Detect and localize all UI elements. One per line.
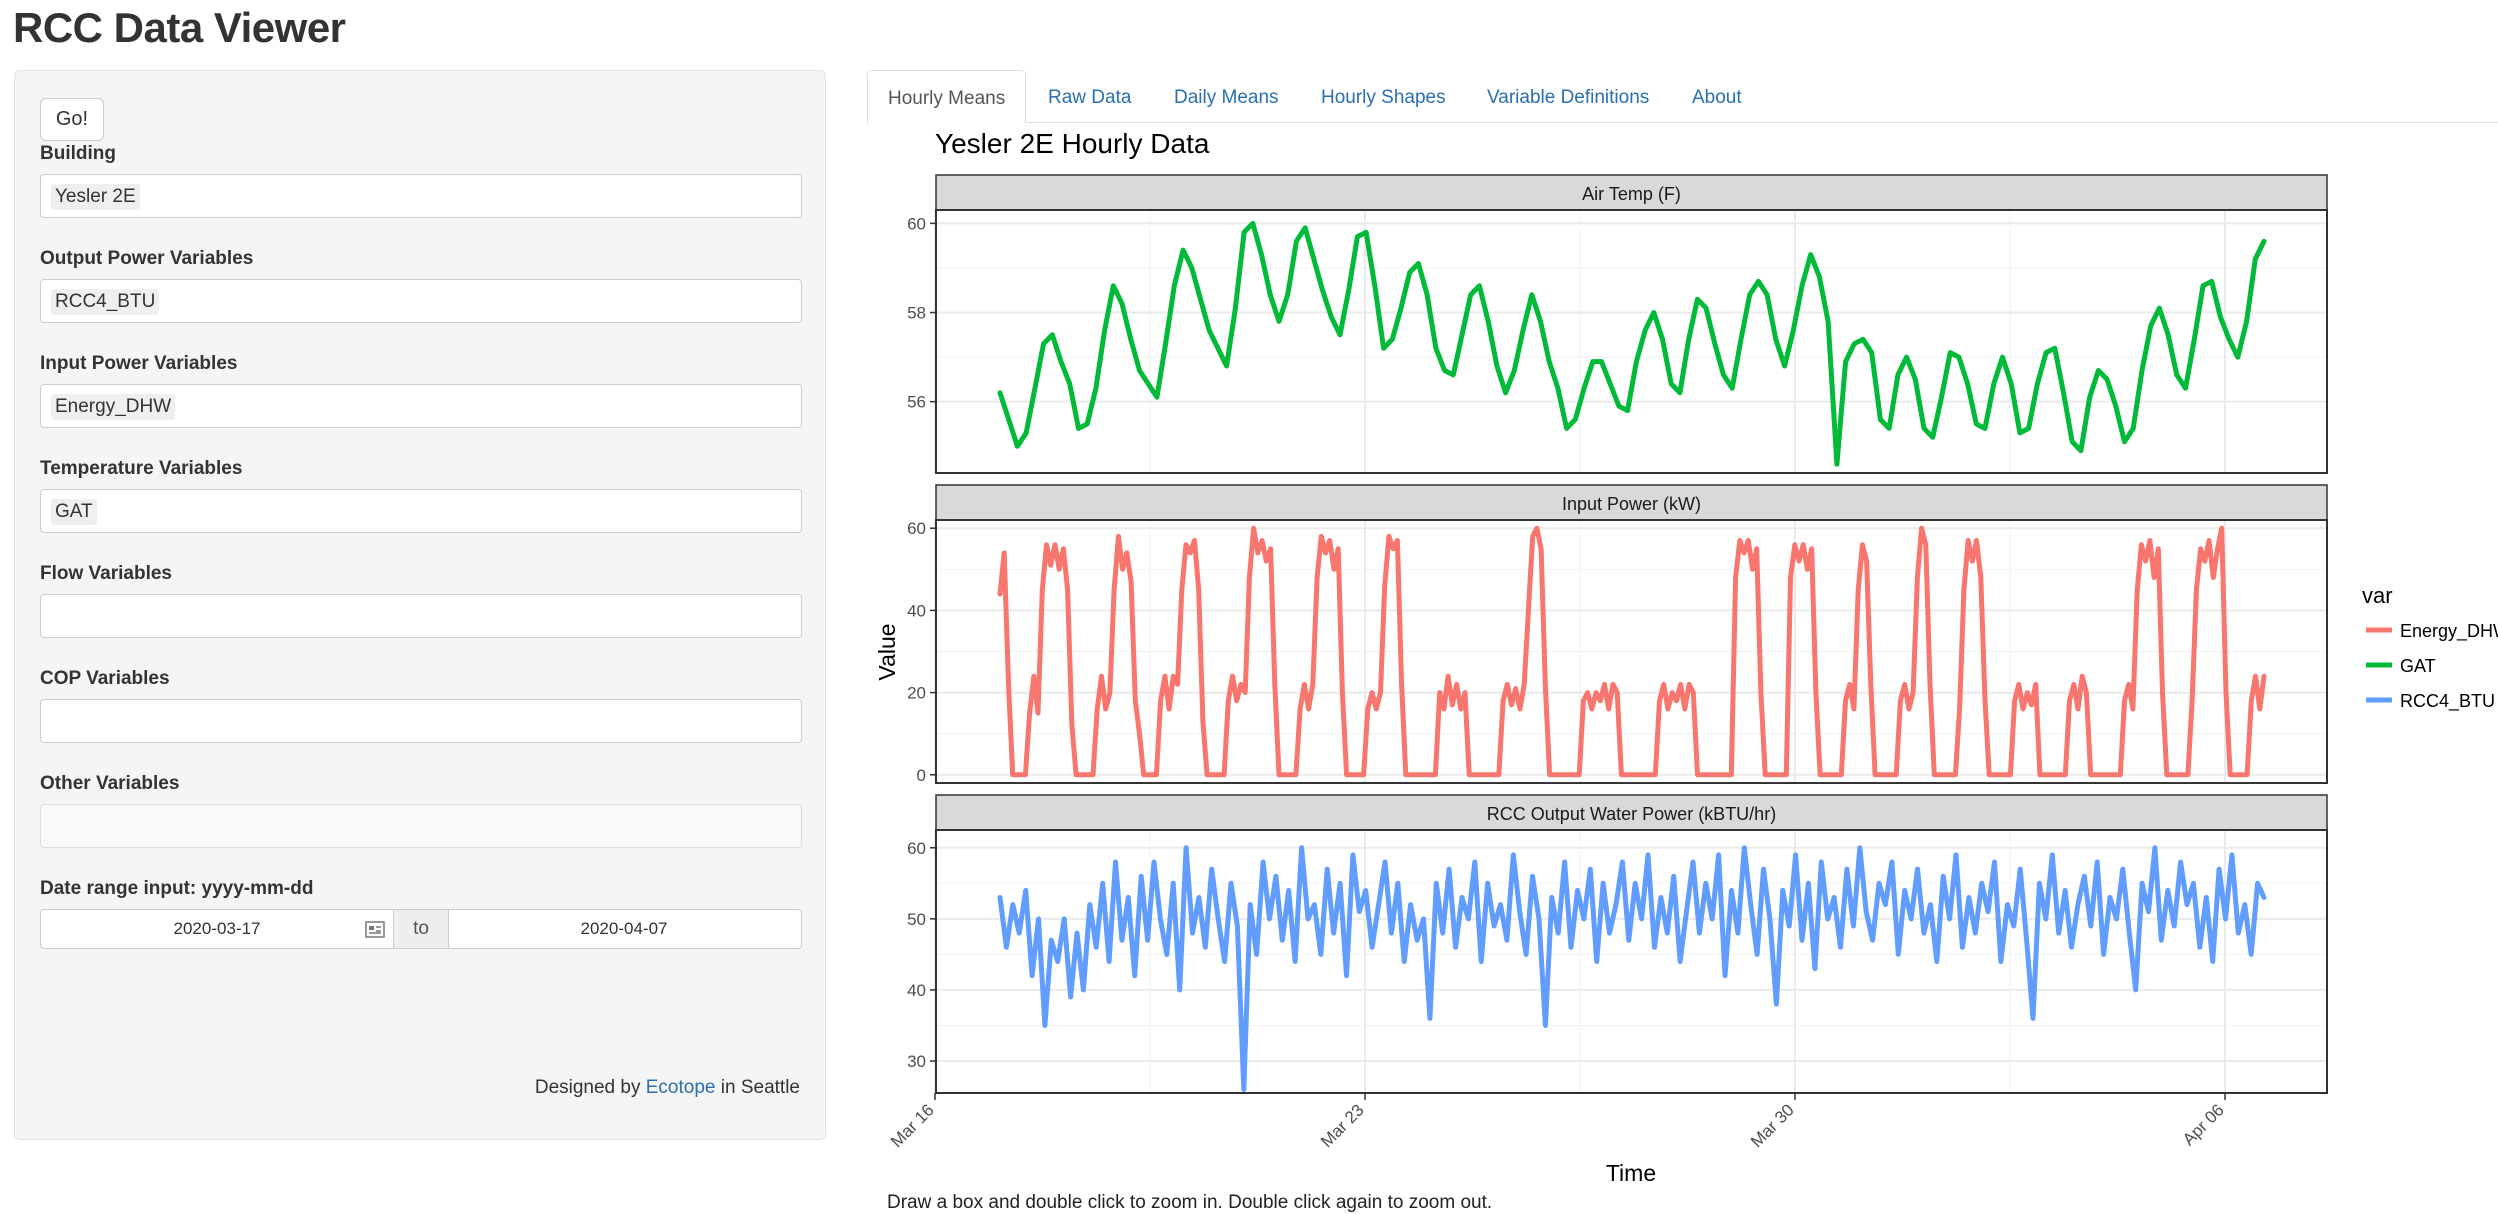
- cop-label: COP Variables: [40, 668, 170, 689]
- go-button[interactable]: Go!: [40, 98, 104, 141]
- legend-label-RCC4_BTU: RCC4_BTU: [2400, 691, 2495, 712]
- temperature-label: Temperature Variables: [40, 458, 243, 479]
- flow-label: Flow Variables: [40, 563, 172, 584]
- tab-bar: Hourly Means Raw Data Daily Means Hourly…: [867, 70, 2498, 124]
- plot-hint: Draw a box and double click to zoom in. …: [887, 1192, 1493, 1213]
- calendar-icon[interactable]: [365, 921, 385, 938]
- temperature-select[interactable]: GAT: [40, 489, 802, 533]
- y-tick-label: 40: [907, 981, 926, 1000]
- footer-prefix: Designed by: [534, 1077, 641, 1098]
- x-tick-label: Mar 30: [1747, 1100, 1798, 1151]
- facet-strip: [935, 174, 2328, 211]
- building-label: Building: [40, 143, 116, 164]
- input-power-label: Input Power Variables: [40, 353, 238, 374]
- tab-raw-data[interactable]: Raw Data: [1048, 87, 1132, 108]
- tab-variable-definitions[interactable]: Variable Definitions: [1487, 87, 1650, 108]
- y-tick-label: 50: [907, 910, 926, 929]
- x-tick-label: Apr 06: [2179, 1100, 2228, 1149]
- output-power-select[interactable]: RCC4_BTU: [40, 279, 802, 323]
- tab-daily-means[interactable]: Daily Means: [1174, 87, 1279, 108]
- ecotope-link[interactable]: Ecotope: [645, 1077, 716, 1098]
- x-tick-label: Mar 16: [887, 1100, 938, 1151]
- sidebar-panel: Go! Building Yesler 2E Output Power Vari…: [14, 70, 826, 1140]
- app-title: RCC Data Viewer: [13, 4, 346, 51]
- panel-border: [935, 519, 2328, 784]
- y-tick-label: 60: [907, 839, 926, 858]
- start-date-value: 2020-03-17: [173, 919, 261, 938]
- legend-label-Energy_DHW: Energy_DHW: [2400, 621, 2498, 642]
- building-select[interactable]: Yesler 2E: [40, 174, 802, 218]
- y-tick-label: 40: [907, 601, 926, 620]
- temperature-selected-value: GAT: [51, 499, 97, 525]
- series-line-GAT: [997, 220, 2267, 467]
- date-range-separator: to: [393, 910, 449, 948]
- y-tick-label: 30: [907, 1052, 926, 1071]
- y-axis-title: Value: [874, 623, 900, 680]
- y-tick-label: 20: [907, 684, 926, 703]
- y-tick-label: 0: [917, 766, 926, 785]
- x-tick-label: Mar 23: [1317, 1100, 1368, 1151]
- series-line-Energy_DHW: [997, 525, 2267, 778]
- x-axis-title: Time: [1606, 1160, 1656, 1186]
- cop-select[interactable]: [40, 699, 802, 743]
- tab-hourly-means[interactable]: Hourly Means: [867, 70, 1027, 124]
- footer-suffix: in Seattle: [720, 1077, 800, 1098]
- flow-select[interactable]: [40, 594, 802, 638]
- panel-border: [935, 829, 2328, 1094]
- date-range-input: 2020-03-17 to 2020-04-07: [40, 909, 802, 949]
- facet-strip: [935, 794, 2328, 831]
- y-tick-label: 60: [907, 519, 926, 538]
- output-power-selected-value: RCC4_BTU: [51, 289, 160, 315]
- input-power-select[interactable]: Energy_DHW: [40, 384, 802, 428]
- output-power-label: Output Power Variables: [40, 248, 254, 269]
- footer-credit: Designed by Ecotope in Seattle: [535, 1077, 800, 1099]
- y-tick-label: 60: [907, 214, 926, 233]
- end-date-value: 2020-04-07: [580, 919, 668, 938]
- facet-strip-label: RCC Output Water Power (kBTU/hr): [1487, 804, 1776, 824]
- legend-label-GAT: GAT: [2400, 656, 2436, 676]
- series-line-RCC4_BTU: [997, 845, 2267, 1092]
- other-select[interactable]: [40, 804, 802, 848]
- legend-title: var: [2362, 583, 2393, 608]
- plot-panel: [936, 830, 2327, 1093]
- y-tick-label: 56: [907, 393, 926, 412]
- plot-title: Yesler 2E Hourly Data: [935, 128, 1210, 159]
- start-date-input[interactable]: 2020-03-17: [41, 910, 393, 948]
- facet-strip-label: Input Power (kW): [1562, 494, 1701, 514]
- panel-border: [935, 209, 2328, 474]
- building-selected-value: Yesler 2E: [51, 184, 140, 210]
- plot-panel: [936, 210, 2327, 473]
- y-tick-label: 58: [907, 304, 926, 323]
- date-range-label: Date range input: yyyy-mm-dd: [40, 878, 314, 899]
- input-power-selected-value: Energy_DHW: [51, 394, 176, 420]
- tab-hourly-shapes[interactable]: Hourly Shapes: [1321, 87, 1446, 108]
- tab-about[interactable]: About: [1692, 87, 1742, 108]
- end-date-input[interactable]: 2020-04-07: [447, 910, 801, 948]
- facet-strip-label: Air Temp (F): [1582, 184, 1681, 204]
- other-label: Other Variables: [40, 773, 180, 794]
